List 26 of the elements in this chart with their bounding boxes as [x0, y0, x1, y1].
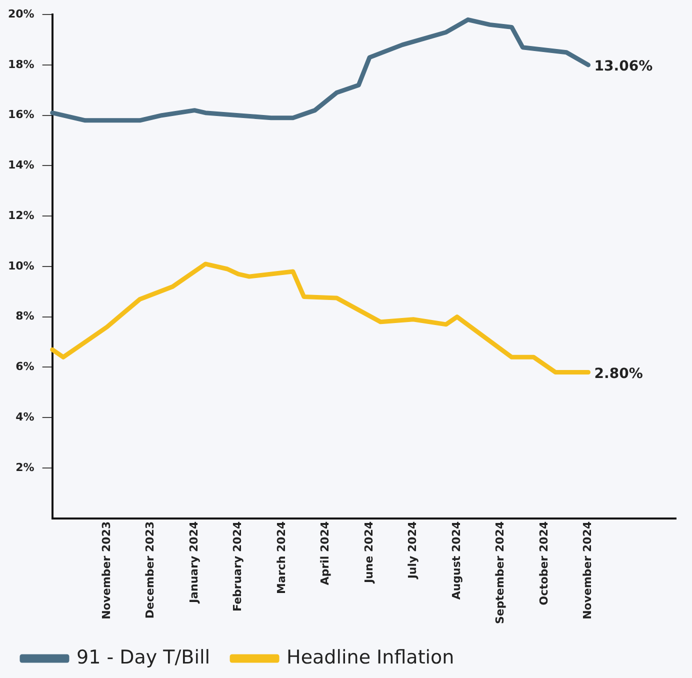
- x-tick-label: December 2023: [144, 521, 157, 619]
- legend-label: Headline Inflation: [286, 646, 454, 668]
- x-tick-label: March 2024: [274, 521, 288, 594]
- y-tick-label: 12%: [8, 208, 34, 222]
- x-tick-label: November 2023: [100, 521, 113, 620]
- x-tick-label: August 2024: [450, 521, 463, 600]
- x-tick-label: June 2024: [362, 521, 376, 584]
- y-tick-label: 10%: [8, 259, 34, 272]
- x-tick-label: January 2024: [187, 521, 200, 604]
- y-tick-label: 2%: [16, 460, 34, 474]
- y-tick-label: 8%: [16, 310, 34, 323]
- y-tick-label: 14%: [8, 158, 34, 172]
- y-tick-label: 6%: [16, 360, 34, 374]
- annotation: 2.80%: [594, 366, 643, 382]
- legend-label: 91 - Day T/Bill: [76, 646, 210, 668]
- y-tick-label: 4%: [16, 410, 34, 424]
- x-tick-label: October 2024: [537, 521, 550, 606]
- y-tick-label: 20%: [8, 7, 34, 20]
- x-tick-label: February 2024: [231, 521, 244, 612]
- x-tick-label: July 2024: [406, 521, 420, 580]
- x-tick-label: April 2024: [318, 521, 332, 586]
- y-tick-label: 16%: [8, 108, 34, 122]
- y-tick-label: 18%: [8, 58, 34, 71]
- x-tick-label: September 2024: [494, 521, 507, 624]
- x-tick-label: November 2024: [581, 521, 594, 620]
- annotation: 13.06%: [594, 58, 653, 75]
